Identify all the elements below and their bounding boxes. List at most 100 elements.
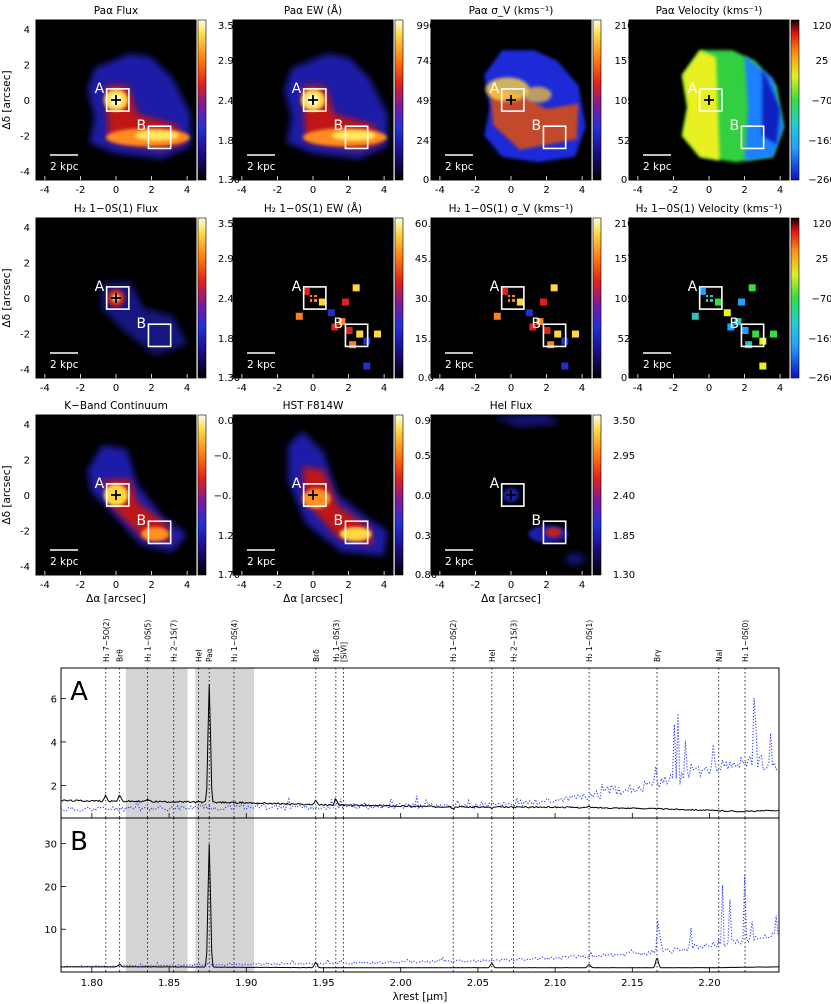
colorbar-tick-label: 2.95 [613,451,635,462]
colorbar-tick-label: 0.36 [415,531,437,542]
x-tick-label: 2 [345,580,351,591]
nucleus-marker [111,95,121,105]
nucleus-marker [704,95,714,105]
colorbar-tick-label: 52 [618,136,631,147]
aperture-label: B [333,118,343,134]
emission-region [493,415,561,428]
y-tick-label: -2 [20,132,30,143]
colorbar-tick-label: 25 [816,254,829,265]
emission-knot [714,298,722,306]
nucleus-marker [111,293,121,303]
colorbar-tick-label: 3.50 [613,416,635,427]
emission-knot [302,488,331,509]
colorbar-tick-label: 120 [812,21,831,32]
x-tick-label: 2 [148,580,154,591]
colorbar [198,218,206,378]
x-tick-label: -4 [435,185,445,196]
emission-knot [536,318,544,326]
emission-knot [529,323,537,331]
scale-bar-label: 2 kpc [50,359,79,371]
colorbar [198,415,206,575]
y-axis-label: Δδ [arcsec] [1,268,13,327]
colorbar-frame [394,414,404,576]
x-tick-label: 2 [148,185,154,196]
x-tick-label: 4 [381,580,387,591]
aperture-label: A [95,476,105,492]
colorbar [791,218,799,378]
emission-knot [561,362,569,370]
x-tick-label: 4 [381,383,387,394]
colorbar-tick-label: −0.83 [214,491,245,502]
colorbar-tick-label: 1.85 [218,334,240,345]
x-tick-label: 0 [508,185,514,196]
x-tick-label: -2 [75,185,85,196]
emission-knot [302,287,310,295]
colorbar-frame [197,19,207,181]
x-tick-label: 0 [113,185,119,196]
aperture-box [740,323,765,348]
aperture-box [500,88,525,112]
emission-knot [374,330,381,338]
aperture-box [344,323,369,348]
aperture-box [500,286,525,310]
aperture-label: A [688,81,698,97]
line-label: H₂ 2−1S(3) [509,620,518,662]
aperture-label: B [136,316,146,332]
y-tick-label: 4 [24,420,30,431]
y-tick-label: 20 [44,882,57,893]
y-tick-label: 2 [24,258,30,269]
model-spectrum [60,875,779,968]
line-label: NaI [715,650,724,662]
colorbar-tick-label: 120 [812,219,831,230]
colorbar-tick-label: 0.51 [415,451,437,462]
map-title: K−Band Continuum [64,400,168,412]
y-tick-label: -2 [20,527,30,538]
colorbar [593,415,601,575]
x-tick-label: 0 [310,580,316,591]
colorbar [791,20,799,180]
emission-knot [752,330,760,338]
x-tick-label: -4 [40,383,50,394]
aperture-label: B [333,316,343,332]
nucleus-marker [308,490,318,500]
map-title: Paα EW (Å) [284,4,342,17]
x-tick-label: 0 [310,185,316,196]
colorbar-tick-label: 0 [621,175,627,186]
x-tick-label: 4 [184,580,190,591]
y-tick-label: 2 [24,455,30,466]
line-label: Brγ [653,649,662,662]
x-tick-label: 4 [184,185,190,196]
scale-bar-label: 2 kpc [247,556,276,568]
model-spectrum [60,697,779,813]
x-tick-label: -4 [633,383,643,394]
emission-knot [550,284,558,292]
colorbar-tick-label: 210 [614,21,633,32]
colorbar-tick-label: 0.07 [415,491,437,502]
x-tick-label: -4 [435,580,445,591]
aperture-box [105,88,130,112]
aperture-box [344,125,369,150]
colorbar-frame [592,414,602,576]
emission-knot [759,337,767,345]
line-label: Brθ [116,649,125,662]
emission-knot [741,327,749,334]
map-panel: A B 2 kpc HST F814W -4 -2 0 2 4 Δα [arcsec] 0.95 0.… [232,400,437,605]
colorbar-frame [790,19,800,181]
aperture-label: A [95,279,105,295]
colorbar-tick-label: 105 [614,96,633,107]
colorbar [593,20,601,180]
y-tick-label: 0 [24,294,30,305]
colorbar-tick-label: 247 [416,136,435,147]
map-title: H₂ 1−0S(1) σ_V (kms⁻¹) [449,203,574,215]
colorbar-tick-label: 2.95 [218,254,240,265]
aperture-label: A [292,279,302,295]
scale-bar-label: 2 kpc [247,161,276,173]
x-tick-label: -2 [470,185,480,196]
emission-knot [363,337,371,345]
map-panel: A B 2 kpc H₂ 1−0S(1) Velocity (kms⁻¹) -4 -2 0 2… [628,203,831,394]
scale-bar-label: 2 kpc [247,359,276,371]
emission-knot [318,298,326,306]
x-tick-label: -4 [40,580,50,591]
nucleus-marker [308,95,318,105]
colorbar-tick-label: 1.30 [218,373,240,384]
